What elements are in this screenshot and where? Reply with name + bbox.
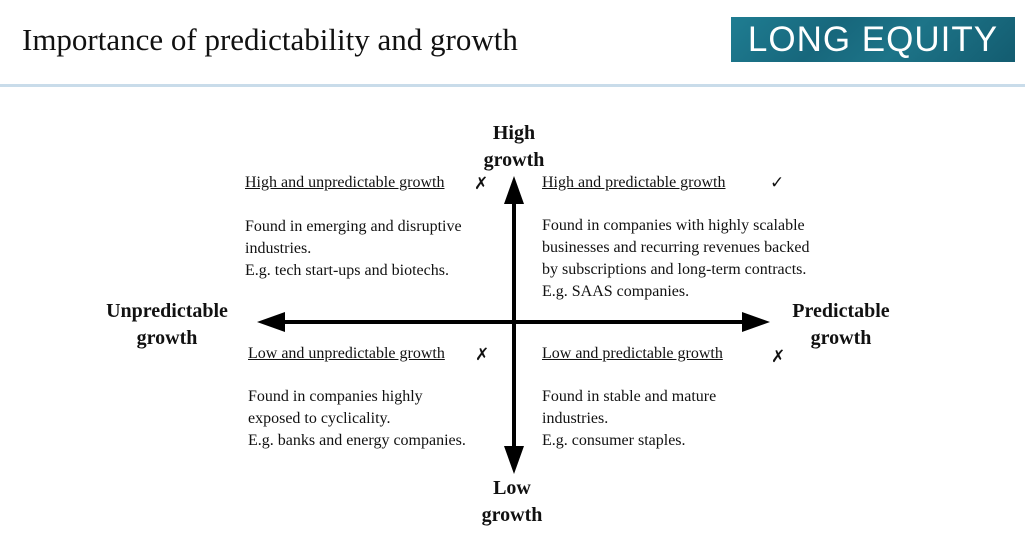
quadrant-heading-low-predictable: Low and predictable growth xyxy=(542,345,723,362)
header-divider xyxy=(0,84,1025,87)
page-title: Importance of predictability and growth xyxy=(22,22,518,57)
quadrant-body-low-predictable: Found in stable and mature industries. E… xyxy=(542,388,717,449)
cross-icon: ✗ xyxy=(475,345,490,365)
quadrant-body-low-unpredictable: Found in companies highly exposed to cyc… xyxy=(248,388,466,449)
axis-label-low-growth: Low growth xyxy=(481,477,543,526)
long-equity-logo: LONG EQUITY xyxy=(731,17,1015,62)
check-icon: ✓ xyxy=(770,173,785,193)
arrow-down-icon xyxy=(504,446,524,474)
quadrant-heading-low-unpredictable: Low and unpredictable growth xyxy=(248,345,445,362)
axis-label-unpredictable-growth: Unpredictable growth xyxy=(106,300,228,349)
cross-icon: ✗ xyxy=(474,174,489,194)
quadrant-body-high-unpredictable: Found in emerging and disruptive industr… xyxy=(245,218,462,279)
cross-icon: ✗ xyxy=(771,347,786,367)
arrow-left-icon xyxy=(257,312,285,332)
quadrant-heading-high-unpredictable: High and unpredictable growth xyxy=(245,174,445,191)
quadrant-heading-high-predictable: High and predictable growth xyxy=(542,174,726,191)
arrow-up-icon xyxy=(504,176,524,204)
quadrant-body-high-predictable: Found in companies with highly scalable … xyxy=(542,217,810,300)
axis-label-predictable-growth: Predictable growth xyxy=(792,300,890,349)
axis-label-high-growth: High growth xyxy=(483,122,545,171)
arrow-right-icon xyxy=(742,312,770,332)
